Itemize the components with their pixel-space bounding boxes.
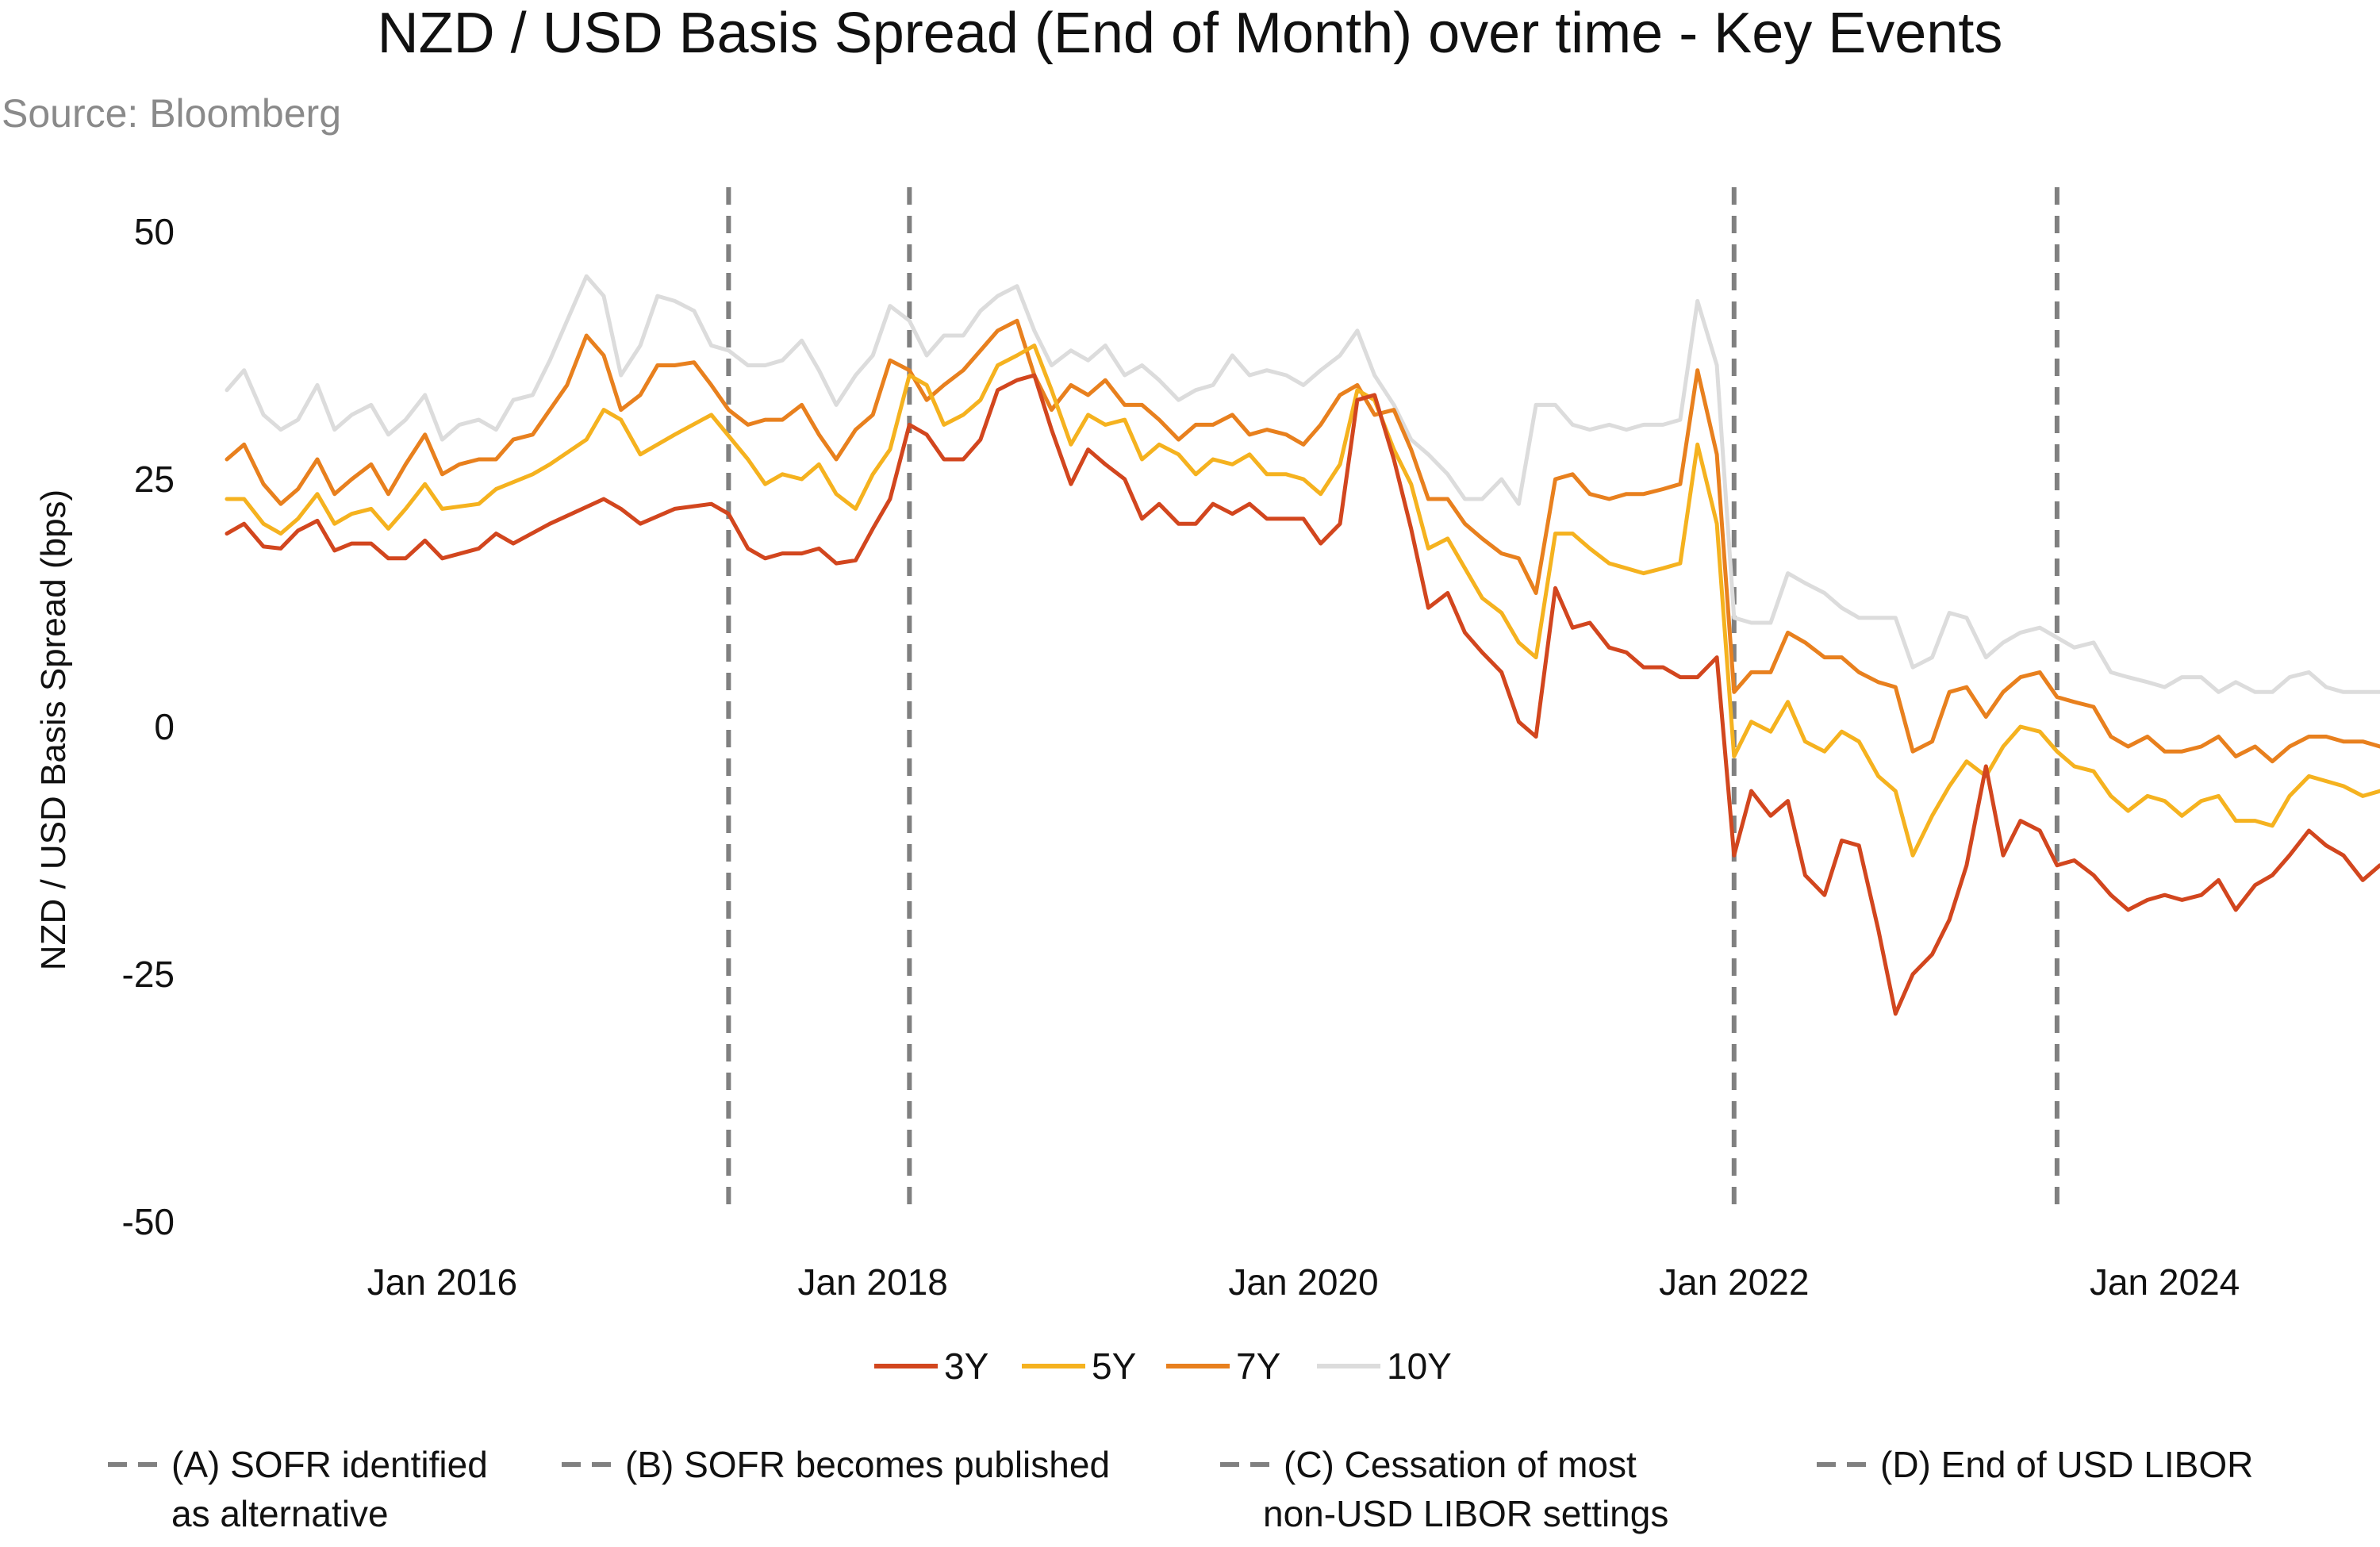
series-line-10y	[225, 274, 2380, 694]
legend-label-5y: 5Y	[1092, 1345, 1136, 1387]
x-tick-label: Jan 2018	[798, 1261, 948, 1303]
y-tick-label: 50	[134, 211, 175, 252]
legend-label-10y: 10Y	[1387, 1345, 1452, 1387]
event-legend-label-c: non-USD LIBOR settings	[1263, 1493, 1668, 1534]
event-lines	[726, 187, 2059, 1214]
legend-label-7y: 7Y	[1236, 1345, 1280, 1387]
y-tick-label: 0	[154, 706, 175, 747]
x-tick-label: Jan 2022	[1659, 1261, 1809, 1303]
x-tick-label: Jan 2016	[367, 1261, 517, 1303]
y-tick-label: 25	[134, 459, 175, 500]
x-axis-ticks: Jan 2016 Jan 2018 Jan 2020 Jan 2022 Jan 2024	[367, 1261, 2240, 1303]
y-tick-label: -50	[122, 1201, 175, 1242]
y-axis-label: NZD / USD Basis Spread (bps)	[34, 489, 73, 970]
y-tick-label: -25	[122, 954, 175, 995]
event-legend-label-c: (C) Cessation of most	[1284, 1444, 1637, 1485]
event-legend-label-a: as alternative	[171, 1493, 389, 1534]
legend-label-3y: 3Y	[944, 1345, 988, 1387]
series-legend: 3Y 5Y 7Y 10Y	[874, 1345, 1452, 1387]
series-line-3y	[225, 373, 2380, 1016]
y-axis-ticks: 50 25 0 -25 -50	[122, 211, 175, 1242]
event-legend-label-a: (A) SOFR identified	[171, 1444, 488, 1485]
event-legend-label-b: (B) SOFR becomes published	[625, 1444, 1110, 1485]
series-line-7y	[225, 318, 2380, 764]
chart-title: NZD / USD Basis Spread (End of Month) ov…	[378, 2, 2003, 65]
x-tick-label: Jan 2020	[1228, 1261, 1378, 1303]
event-legend: (A) SOFR identified as alternative (B) SOF…	[108, 1444, 2253, 1534]
series-line-5y	[225, 344, 2380, 858]
event-legend-label-d: (D) End of USD LIBOR	[1880, 1444, 2253, 1485]
series-lines	[225, 274, 2380, 1016]
chart-subtitle: Source: Bloomberg	[2, 91, 341, 136]
x-tick-label: Jan 2024	[2090, 1261, 2240, 1303]
